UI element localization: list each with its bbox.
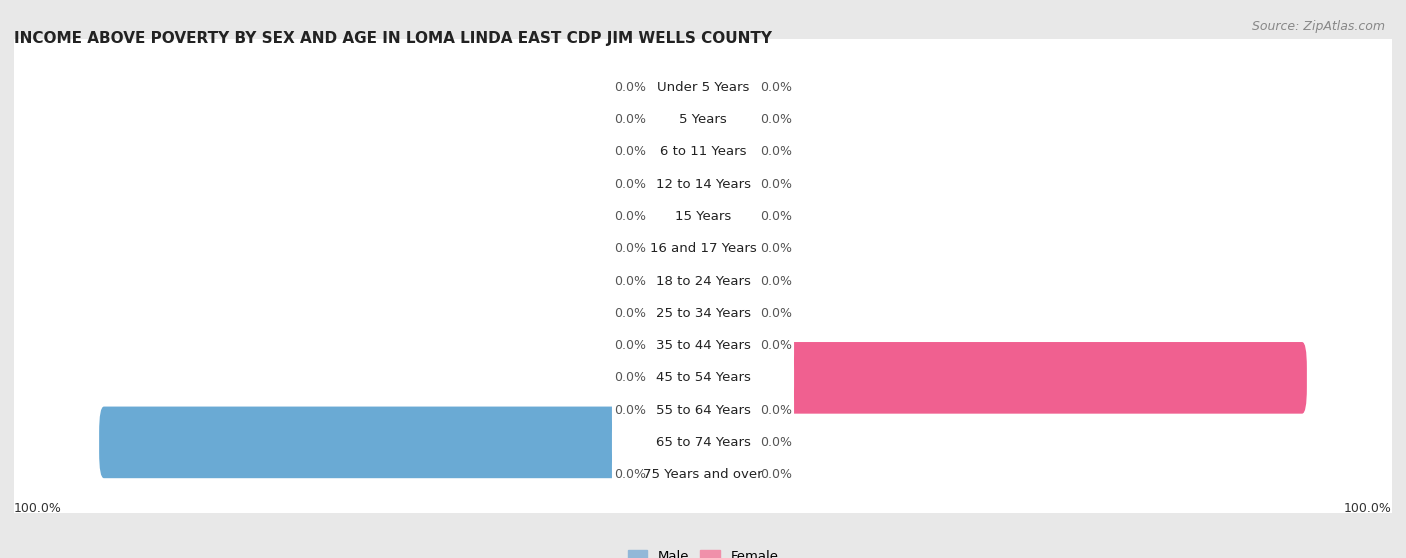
FancyBboxPatch shape (699, 116, 755, 188)
Text: 15 Years: 15 Years (675, 210, 731, 223)
FancyBboxPatch shape (651, 116, 707, 188)
FancyBboxPatch shape (699, 310, 755, 382)
FancyBboxPatch shape (6, 341, 1400, 479)
Text: 0.0%: 0.0% (759, 403, 792, 417)
FancyBboxPatch shape (651, 84, 707, 156)
FancyBboxPatch shape (612, 73, 794, 167)
FancyBboxPatch shape (612, 427, 794, 522)
Text: 55 to 64 Years: 55 to 64 Years (655, 403, 751, 417)
FancyBboxPatch shape (6, 179, 1400, 318)
Text: 0.0%: 0.0% (614, 178, 647, 191)
Text: 12 to 14 Years: 12 to 14 Years (655, 178, 751, 191)
Text: 0.0%: 0.0% (759, 178, 792, 191)
Text: 0.0%: 0.0% (759, 339, 792, 352)
Text: 25 to 34 Years: 25 to 34 Years (655, 307, 751, 320)
Text: 18 to 24 Years: 18 to 24 Years (655, 275, 751, 287)
Text: 65 to 74 Years: 65 to 74 Years (655, 436, 751, 449)
FancyBboxPatch shape (6, 373, 1400, 512)
Text: 0.0%: 0.0% (759, 242, 792, 255)
FancyBboxPatch shape (612, 137, 794, 232)
Text: 0.0%: 0.0% (614, 307, 647, 320)
Text: 100.0%: 100.0% (1344, 502, 1392, 515)
Text: 100.0%: 100.0% (14, 502, 62, 515)
Text: Under 5 Years: Under 5 Years (657, 81, 749, 94)
FancyBboxPatch shape (612, 363, 794, 458)
FancyBboxPatch shape (100, 407, 707, 478)
FancyBboxPatch shape (612, 299, 794, 393)
Text: 0.0%: 0.0% (614, 146, 647, 158)
FancyBboxPatch shape (651, 148, 707, 220)
Text: 0.0%: 0.0% (759, 307, 792, 320)
FancyBboxPatch shape (651, 213, 707, 285)
Legend: Male, Female: Male, Female (623, 545, 783, 558)
Text: 35 to 44 Years: 35 to 44 Years (655, 339, 751, 352)
FancyBboxPatch shape (651, 439, 707, 511)
Text: 100.0%: 100.0% (27, 436, 79, 449)
FancyBboxPatch shape (612, 105, 794, 199)
Text: 0.0%: 0.0% (614, 371, 647, 384)
Text: 0.0%: 0.0% (614, 113, 647, 126)
Text: 16 and 17 Years: 16 and 17 Years (650, 242, 756, 255)
FancyBboxPatch shape (6, 147, 1400, 286)
Text: 45 to 54 Years: 45 to 54 Years (655, 371, 751, 384)
Text: 0.0%: 0.0% (759, 468, 792, 481)
Text: 0.0%: 0.0% (614, 468, 647, 481)
Text: 0.0%: 0.0% (759, 146, 792, 158)
Text: 0.0%: 0.0% (614, 210, 647, 223)
FancyBboxPatch shape (699, 181, 755, 252)
FancyBboxPatch shape (699, 84, 755, 156)
Text: 0.0%: 0.0% (614, 403, 647, 417)
FancyBboxPatch shape (6, 244, 1400, 383)
FancyBboxPatch shape (699, 245, 755, 317)
Text: 75 Years and over: 75 Years and over (643, 468, 763, 481)
FancyBboxPatch shape (699, 407, 755, 478)
FancyBboxPatch shape (612, 234, 794, 328)
FancyBboxPatch shape (6, 18, 1400, 157)
FancyBboxPatch shape (612, 169, 794, 264)
FancyBboxPatch shape (699, 374, 755, 446)
Text: 0.0%: 0.0% (614, 242, 647, 255)
Text: 6 to 11 Years: 6 to 11 Years (659, 146, 747, 158)
Text: 0.0%: 0.0% (759, 210, 792, 223)
FancyBboxPatch shape (612, 266, 794, 360)
Text: 0.0%: 0.0% (614, 339, 647, 352)
FancyBboxPatch shape (6, 115, 1400, 254)
FancyBboxPatch shape (699, 52, 755, 123)
Text: 0.0%: 0.0% (614, 275, 647, 287)
FancyBboxPatch shape (6, 83, 1400, 222)
FancyBboxPatch shape (699, 148, 755, 220)
FancyBboxPatch shape (6, 309, 1400, 448)
FancyBboxPatch shape (651, 310, 707, 382)
FancyBboxPatch shape (6, 405, 1400, 544)
Text: INCOME ABOVE POVERTY BY SEX AND AGE IN LOMA LINDA EAST CDP JIM WELLS COUNTY: INCOME ABOVE POVERTY BY SEX AND AGE IN L… (14, 31, 772, 46)
Text: 0.0%: 0.0% (759, 275, 792, 287)
FancyBboxPatch shape (612, 201, 794, 296)
FancyBboxPatch shape (699, 439, 755, 511)
FancyBboxPatch shape (651, 181, 707, 252)
FancyBboxPatch shape (699, 342, 1306, 413)
FancyBboxPatch shape (612, 331, 794, 425)
Text: 100.0%: 100.0% (1327, 371, 1379, 384)
Text: Source: ZipAtlas.com: Source: ZipAtlas.com (1251, 20, 1385, 32)
FancyBboxPatch shape (651, 52, 707, 123)
FancyBboxPatch shape (651, 245, 707, 317)
Text: 0.0%: 0.0% (759, 81, 792, 94)
FancyBboxPatch shape (699, 277, 755, 349)
Text: 0.0%: 0.0% (759, 436, 792, 449)
Text: 0.0%: 0.0% (759, 113, 792, 126)
FancyBboxPatch shape (612, 40, 794, 134)
FancyBboxPatch shape (612, 395, 794, 489)
FancyBboxPatch shape (6, 211, 1400, 350)
FancyBboxPatch shape (651, 342, 707, 413)
FancyBboxPatch shape (651, 374, 707, 446)
FancyBboxPatch shape (651, 277, 707, 349)
FancyBboxPatch shape (6, 50, 1400, 189)
FancyBboxPatch shape (6, 276, 1400, 415)
FancyBboxPatch shape (699, 213, 755, 285)
Text: 5 Years: 5 Years (679, 113, 727, 126)
Text: 0.0%: 0.0% (614, 81, 647, 94)
